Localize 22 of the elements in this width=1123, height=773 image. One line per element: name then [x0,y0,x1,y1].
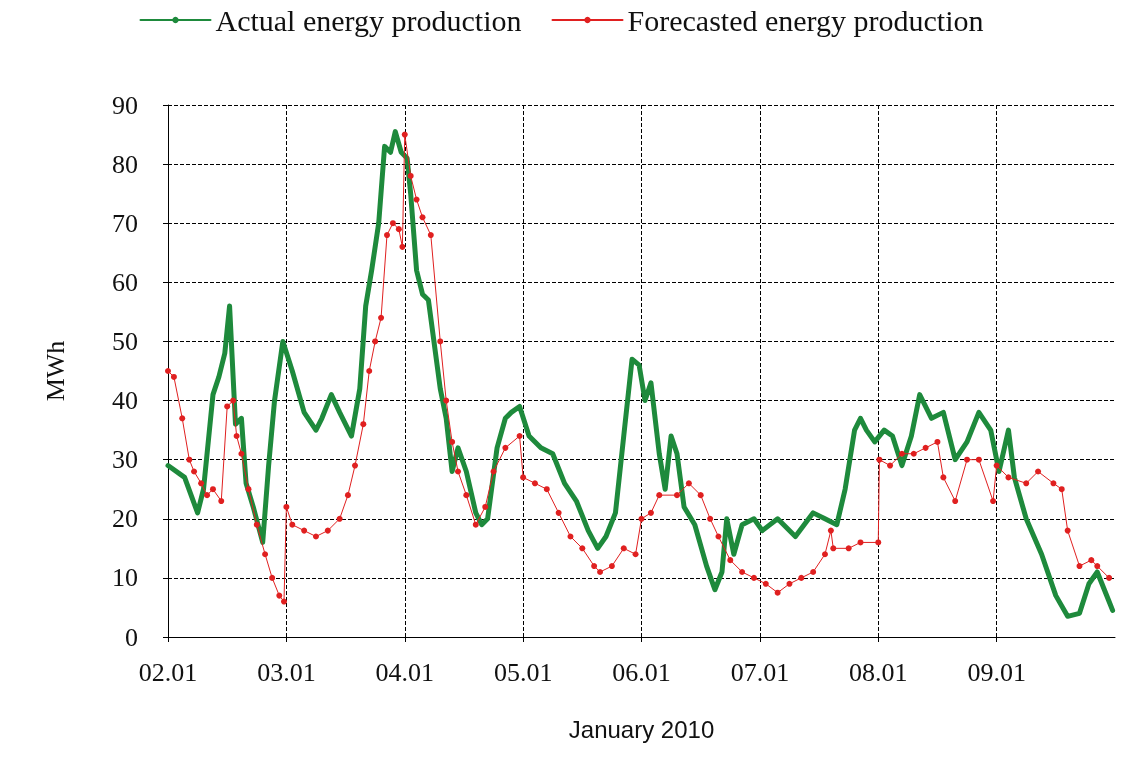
x-tick-label: 04.01 [375,657,434,687]
x-tick-label: 09.01 [967,657,1026,687]
y-tick-label: 70 [112,208,138,238]
y-tick-label: 20 [112,504,138,534]
legend-label: Actual energy production [215,3,522,37]
y-tick-label: 30 [112,445,138,475]
y-tick-label: 50 [112,326,138,356]
y-tick-label: 0 [125,622,138,652]
x-axis-title: January 2010 [568,715,715,743]
y-tick-label: 10 [112,563,138,593]
y-tick-label: 80 [112,149,138,179]
x-tick-label: 02.01 [138,657,198,687]
x-tick-label: 06.01 [612,657,671,687]
y-axis-title: MWh [40,340,70,402]
y-tick-label: 60 [112,267,138,297]
x-tick-label: 07.01 [730,657,790,687]
x-tick-label: 03.01 [257,657,316,687]
x-tick-label: 05.01 [493,657,553,687]
y-tick-label: 40 [112,386,138,416]
x-tick-label: 08.01 [849,657,908,687]
legend-label: Forecasted energy production [627,3,984,37]
y-tick-label: 90 [112,90,138,120]
